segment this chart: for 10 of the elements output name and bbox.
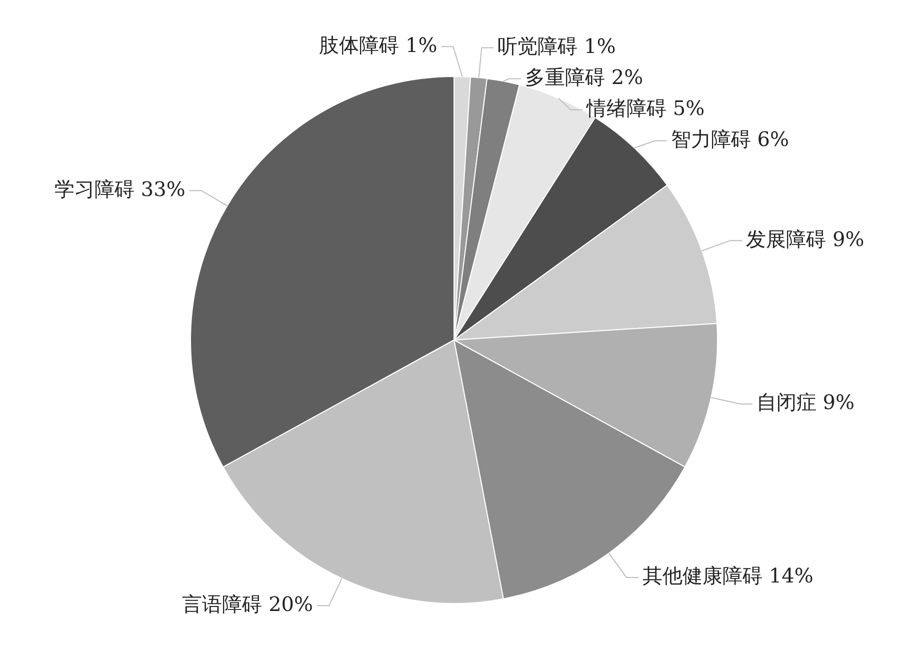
slice-label: 肢体障碍 1% <box>319 32 438 57</box>
slice-label: 发展障碍 9% <box>746 226 864 251</box>
slice-label: 多重障碍 2% <box>524 65 644 90</box>
slice-label: 言语障碍 20% <box>182 592 314 616</box>
slice-label: 自闭症 9% <box>756 390 855 414</box>
slice-label: 智力障碍 6% <box>670 127 790 152</box>
slice-label: 情绪障碍 5% <box>586 96 705 120</box>
slice-label: 其他健康障碍 14% <box>642 564 814 588</box>
slice-label: 学习障碍 33% <box>54 176 186 201</box>
slice-label: 听觉障碍 1% <box>498 34 616 58</box>
